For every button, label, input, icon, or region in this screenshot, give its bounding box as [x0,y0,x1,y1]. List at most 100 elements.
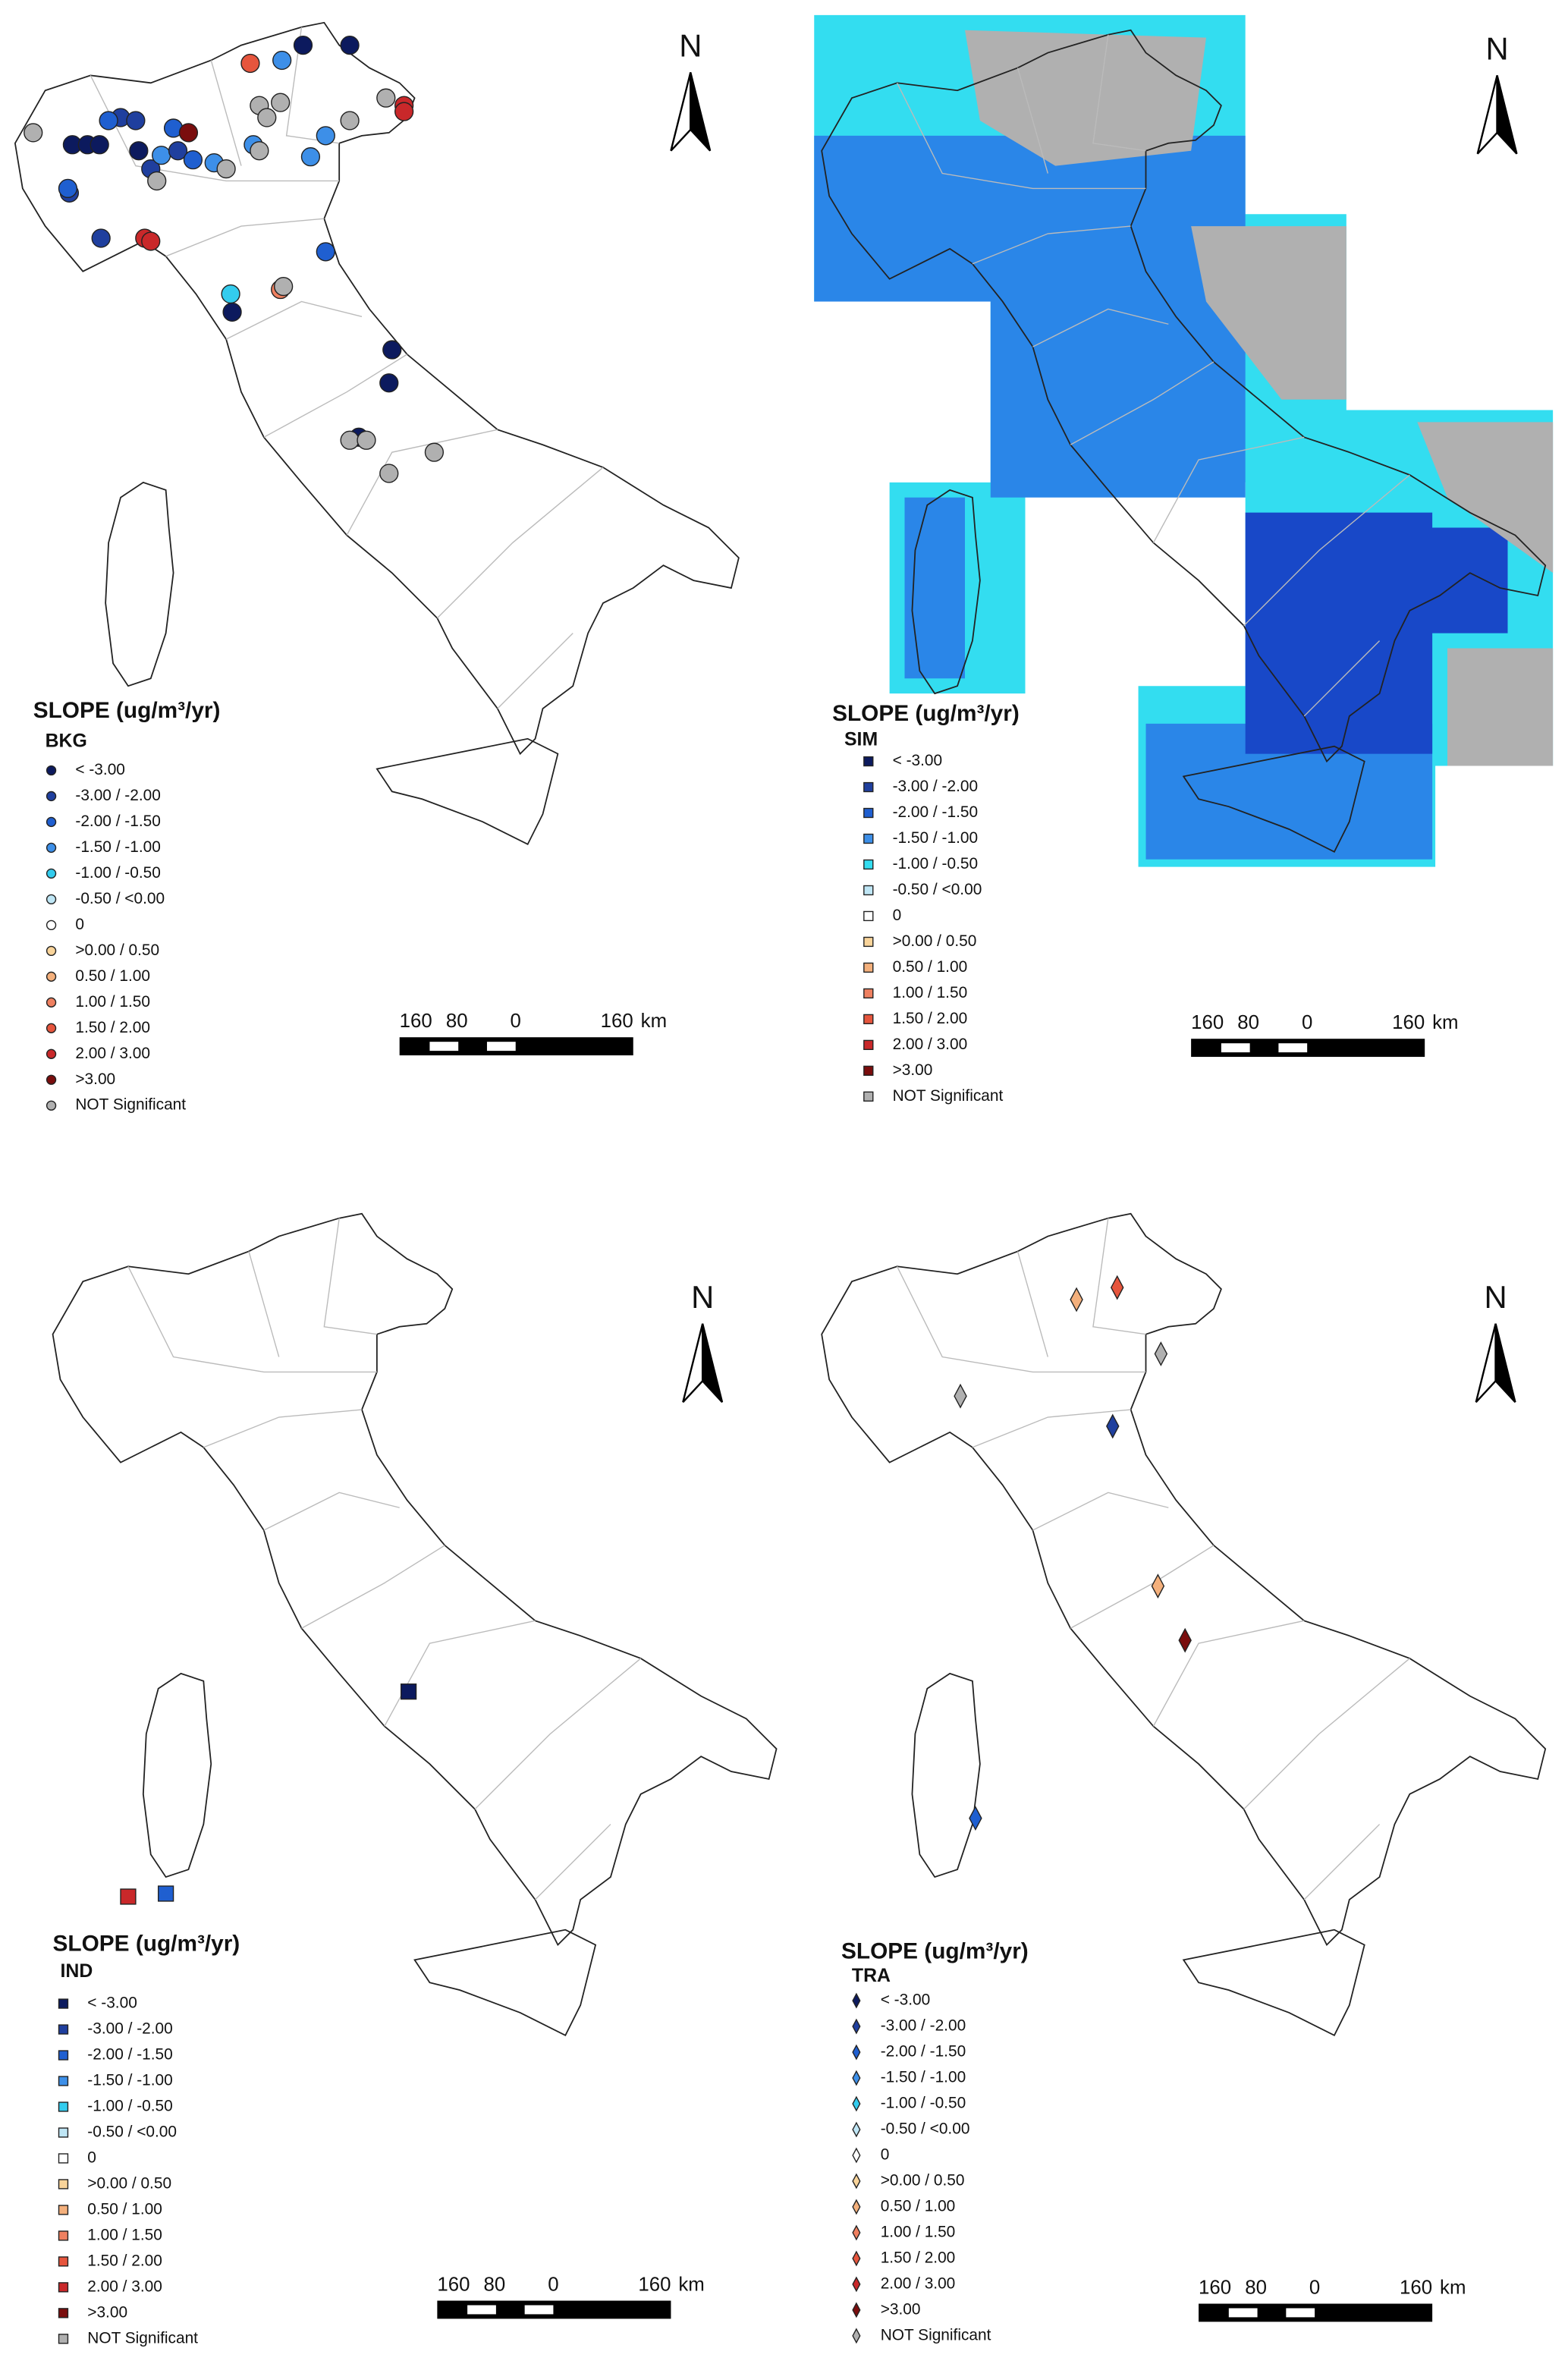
scale-label: 160 [1191,1012,1224,1033]
legend-label: >0.00 / 0.50 [893,932,977,950]
legend-swatch [58,2205,69,2215]
legend-label: -2.00 / -1.50 [75,813,160,830]
scale-bar-segment [1278,1043,1308,1053]
station-marker [168,141,188,161]
north-arrow [1476,75,1498,155]
legend-label: -1.50 / -1.00 [87,2072,172,2089]
legend-label: 0.50 / 1.00 [881,2197,956,2215]
legend-label: -0.50 / <0.00 [75,890,165,907]
sim-raster [814,14,1554,867]
station-marker [954,1383,967,1409]
legend-label: -0.50 / <0.00 [87,2123,177,2140]
legend-label: 1.50 / 2.00 [893,1010,968,1027]
north-arrow [690,72,712,152]
scale-label: 80 [1245,2277,1267,2298]
legend-swatch [863,962,874,973]
station-marker [272,50,292,71]
station-marker [24,123,43,143]
station-marker [1178,1627,1192,1653]
legend-category: TRA [852,1966,891,1986]
legend-label: 2.00 / 3.00 [87,2278,162,2295]
scale-label: 80 [484,2274,506,2295]
legend-label: -2.00 / -1.50 [87,2046,172,2064]
legend-label: 1.00 / 1.50 [881,2223,956,2240]
station-marker [400,1683,417,1700]
legend-swatch [46,1023,57,1033]
station-marker [379,373,399,393]
legend-swatch [863,807,874,819]
legend-label: -1.50 / -1.00 [75,838,160,856]
legend-swatch [863,910,874,922]
legend-swatch [46,971,57,982]
station-marker [340,430,360,450]
legend-swatch [58,2050,69,2061]
legend-label: 1.50 / 2.00 [881,2249,956,2266]
station-marker [376,88,396,108]
legend-swatch [46,868,57,879]
legend-swatch [58,2179,69,2190]
legend-label: 1.00 / 1.50 [87,2226,162,2243]
legend-label: -1.00 / -0.50 [893,855,978,872]
station-marker [300,147,321,167]
legend-label: 1.00 / 1.50 [893,984,968,1001]
north-label: N [679,28,702,64]
station-marker [340,35,360,55]
north-label: N [1485,1279,1507,1315]
legend-swatch [863,859,874,870]
legend-label: -2.00 / -1.50 [881,2043,966,2061]
scale-unit: km [641,1011,667,1032]
station-marker [250,141,269,161]
legend-label: -0.50 / <0.00 [893,881,982,898]
north-arrow [1494,1323,1516,1403]
legend-category: SIM [844,729,878,750]
station-marker [257,108,277,127]
legend-label: 0 [75,916,84,933]
legend-swatch [852,2095,861,2112]
legend-swatch [58,2230,69,2241]
station-marker [183,150,203,170]
legend-label: >0.00 / 0.50 [87,2174,171,2192]
legend-label: -1.50 / -1.00 [881,2069,966,2086]
legend-swatch [852,2070,861,2086]
station-marker [147,171,167,191]
scale-label: 160 [1400,2277,1432,2298]
station-marker [424,442,445,462]
legend-swatch [852,2147,861,2164]
station-marker [120,1888,137,1905]
legend-title: SLOPE (ug/m³/yr) [832,701,1020,726]
legend-swatch [46,997,57,1008]
legend-label: >0.00 / 0.50 [75,942,159,959]
scale-label: 160 [437,2274,470,2295]
legend-title: SLOPE (ug/m³/yr) [33,698,221,723]
legend-label: -1.00 / -0.50 [881,2095,966,2112]
legend-label: < -3.00 [75,761,125,778]
station-marker [969,1806,982,1831]
legend-category: BKG [46,731,87,751]
legend-label: 2.00 / 3.00 [75,1045,150,1062]
station-marker [222,302,242,322]
legend-swatch [46,894,57,905]
legend-label: NOT Significant [75,1096,186,1114]
station-marker [274,276,294,297]
legend-swatch [46,1048,57,1059]
station-marker [129,141,149,161]
legend-swatch [852,2121,861,2138]
legend-swatch [852,2250,861,2267]
legend-swatch [46,816,57,828]
scale-bar-segment [1228,2308,1258,2318]
legend-swatch [863,781,874,793]
scale-label: 160 [400,1011,432,1032]
legend-label: -3.00 / -2.00 [893,778,978,795]
scale-label: 80 [1237,1012,1259,1033]
legend-title: SLOPE (ug/m³/yr) [841,1938,1029,1963]
scale-label: 160 [601,1011,633,1032]
legend-swatch [852,2328,861,2344]
legend-swatch [58,2282,69,2293]
legend-swatch [58,2127,69,2138]
station-marker [293,35,313,55]
legend-swatch [863,833,874,844]
legend-swatch [46,842,57,853]
legend-label: 2.00 / 3.00 [881,2274,956,2292]
legend-swatch [46,791,57,802]
